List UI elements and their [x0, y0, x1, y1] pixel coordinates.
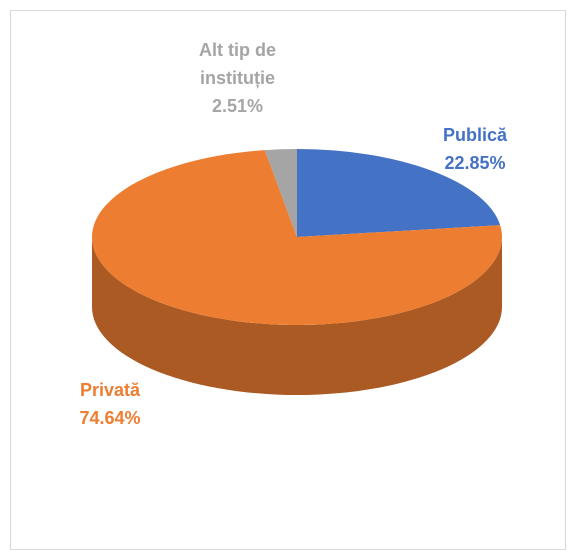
slice — [264, 149, 297, 237]
value-label: 22.85% — [444, 153, 506, 173]
slice-label: Privată 74.64% — [50, 376, 170, 432]
slice-side — [92, 237, 502, 395]
chart-frame — [10, 10, 566, 550]
slice — [297, 149, 501, 237]
category-label: Alt tip de instituție — [199, 40, 276, 88]
value-label: 74.64% — [79, 408, 141, 428]
slice — [92, 150, 502, 325]
slice-label: Alt tip de instituție 2.51% — [175, 36, 300, 120]
category-label: Publică — [442, 125, 508, 145]
category-label: Privată — [79, 380, 141, 400]
slice-label: Publică 22.85% — [415, 121, 535, 177]
value-label: 2.51% — [211, 96, 264, 116]
